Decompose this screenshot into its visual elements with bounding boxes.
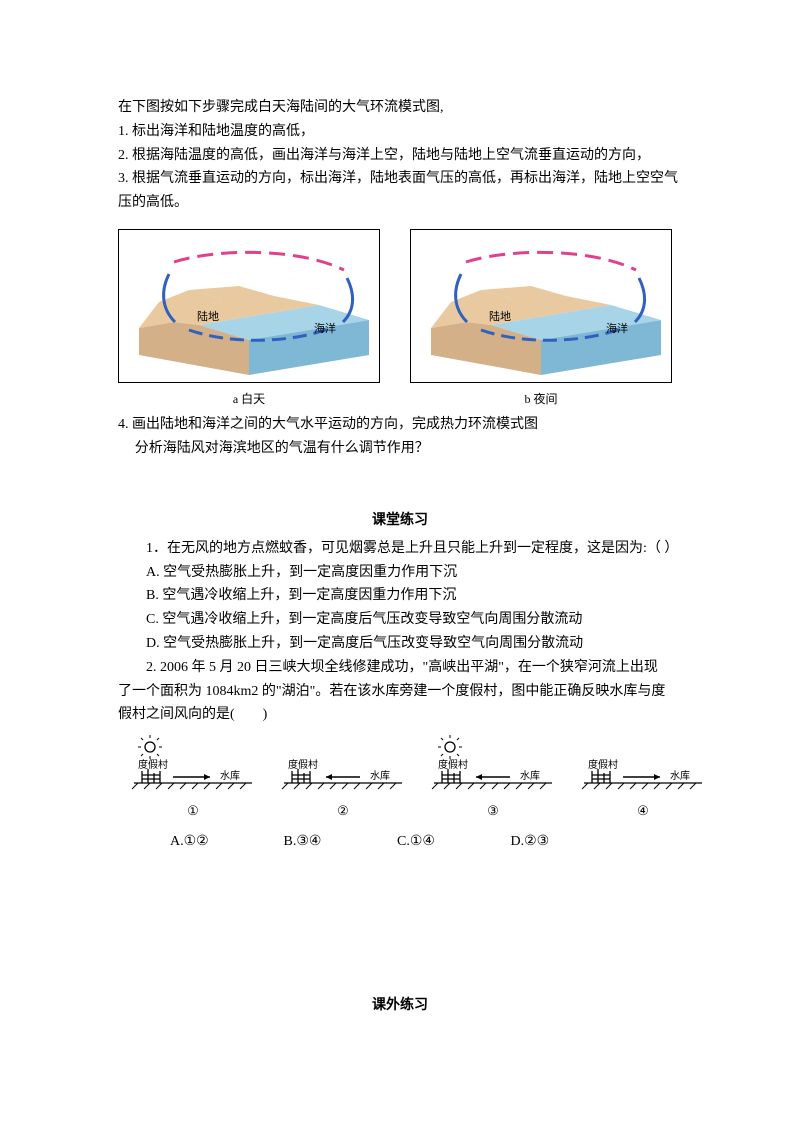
q1-a: A. 空气受热膨胀上升，到一定高度因重力作用下沉 bbox=[118, 561, 682, 585]
reservoir-label: 水库 bbox=[220, 769, 240, 782]
diagram-b-frame: 陆地 海洋 bbox=[410, 229, 672, 383]
q2-opt-a: A.①② bbox=[170, 830, 280, 854]
village-icon bbox=[142, 769, 160, 783]
moon-icon bbox=[597, 741, 604, 755]
sea-label-a: 海洋 bbox=[314, 321, 336, 335]
diagram-b: 陆地 海洋 b 夜间 bbox=[410, 229, 672, 409]
caption-b: b 夜间 bbox=[524, 389, 557, 409]
land-label-a: 陆地 bbox=[197, 309, 219, 323]
practice-title: 课堂练习 bbox=[118, 509, 682, 533]
step-3a: 3. 根据气流垂直运动的方向，标出海洋，陆地表面气压的高低，再标出海洋，陆地上空… bbox=[118, 167, 682, 191]
step-4-line1: 4. 画出陆地和海洋之间的大气水平运动的方向，完成热力环流模式图 bbox=[118, 413, 682, 437]
svg-text:度假村: 度假村 bbox=[288, 758, 318, 771]
q2-num-1: ① bbox=[187, 800, 199, 822]
q2-diagrams: 度假村 水库 bbox=[128, 735, 682, 822]
q2-opt-d: D.②③ bbox=[511, 830, 621, 854]
q1-c: C. 空气遇冷收缩上升，到一定高度后气压改变导致空气向周围分散流动 bbox=[118, 608, 682, 632]
q2-item-4: 度假村 水库 ④ bbox=[578, 735, 708, 822]
q2-options: A.①② B.③④ C.①④ D.②③ bbox=[170, 830, 682, 854]
q2-stem-l2: 了一个面积为 1084km2 的"湖泊"。若在该水库旁建一个度假村，图中能正确反… bbox=[118, 680, 682, 704]
step-2: 2. 根据海陆温度的高低，画出海洋与海洋上空，陆地与陆地上空气流垂直运动的方向， bbox=[118, 144, 682, 168]
sun-icon bbox=[138, 735, 162, 759]
q2-item-2: 度假村 水库 ② bbox=[278, 735, 408, 822]
extra-title: 课外练习 bbox=[118, 994, 682, 1018]
diagrams-row: 陆地 海洋 a 白天 陆地 海洋 bbox=[118, 229, 682, 409]
svg-text:水库: 水库 bbox=[370, 769, 390, 782]
q2-stem-l3: 假村之间风向的是( ) bbox=[118, 703, 682, 727]
step-1: 1. 标出海洋和陆地温度的高低， bbox=[118, 120, 682, 144]
q2-opt-b: B.③④ bbox=[284, 830, 394, 854]
land-label-b: 陆地 bbox=[489, 309, 511, 323]
step-4-line2: 分析海陆风对海滨地区的气温有什么调节作用？ bbox=[118, 437, 682, 461]
diagram-a-frame: 陆地 海洋 bbox=[118, 229, 380, 383]
step-3b: 压的高低。 bbox=[118, 191, 682, 215]
q1-d: D. 空气受热膨胀上升，到一定高度后气压改变导致空气向周围分散流动 bbox=[118, 632, 682, 656]
q2-num-2: ② bbox=[337, 800, 349, 822]
q2-opt-c: C.①④ bbox=[397, 830, 507, 854]
q2-stem-l1: 2. 2006 年 5 月 20 日三峡大坝全线修建成功，"高峡出平湖"，在一个… bbox=[118, 656, 682, 680]
svg-text:水库: 水库 bbox=[520, 769, 540, 782]
q1-stem: 1．在无风的地方点燃蚊香，可见烟雾总是上升且只能上升到一定程度，这是因为:（ ） bbox=[118, 537, 682, 561]
svg-text:度假村: 度假村 bbox=[588, 758, 618, 771]
caption-a: a 白天 bbox=[233, 389, 265, 409]
sea-label-b: 海洋 bbox=[606, 321, 628, 335]
q1-b: B. 空气遇冷收缩上升，到一定高度因重力作用下沉 bbox=[118, 584, 682, 608]
q2-num-4: ④ bbox=[637, 800, 649, 822]
moon-icon bbox=[297, 741, 304, 755]
intro-line1: 在下图按如下步骤完成白天海陆间的大气环流模式图, bbox=[118, 96, 682, 120]
diagram-a: 陆地 海洋 a 白天 bbox=[118, 229, 380, 409]
q2-item-1: 度假村 水库 bbox=[128, 735, 258, 822]
svg-text:水库: 水库 bbox=[670, 769, 690, 782]
svg-text:度假村: 度假村 bbox=[438, 758, 468, 771]
q2-num-3: ③ bbox=[487, 800, 499, 822]
q2-item-3: 度假村 水库 ③ bbox=[428, 735, 558, 822]
sun-icon bbox=[438, 735, 462, 759]
village-label: 度假村 bbox=[138, 758, 168, 771]
